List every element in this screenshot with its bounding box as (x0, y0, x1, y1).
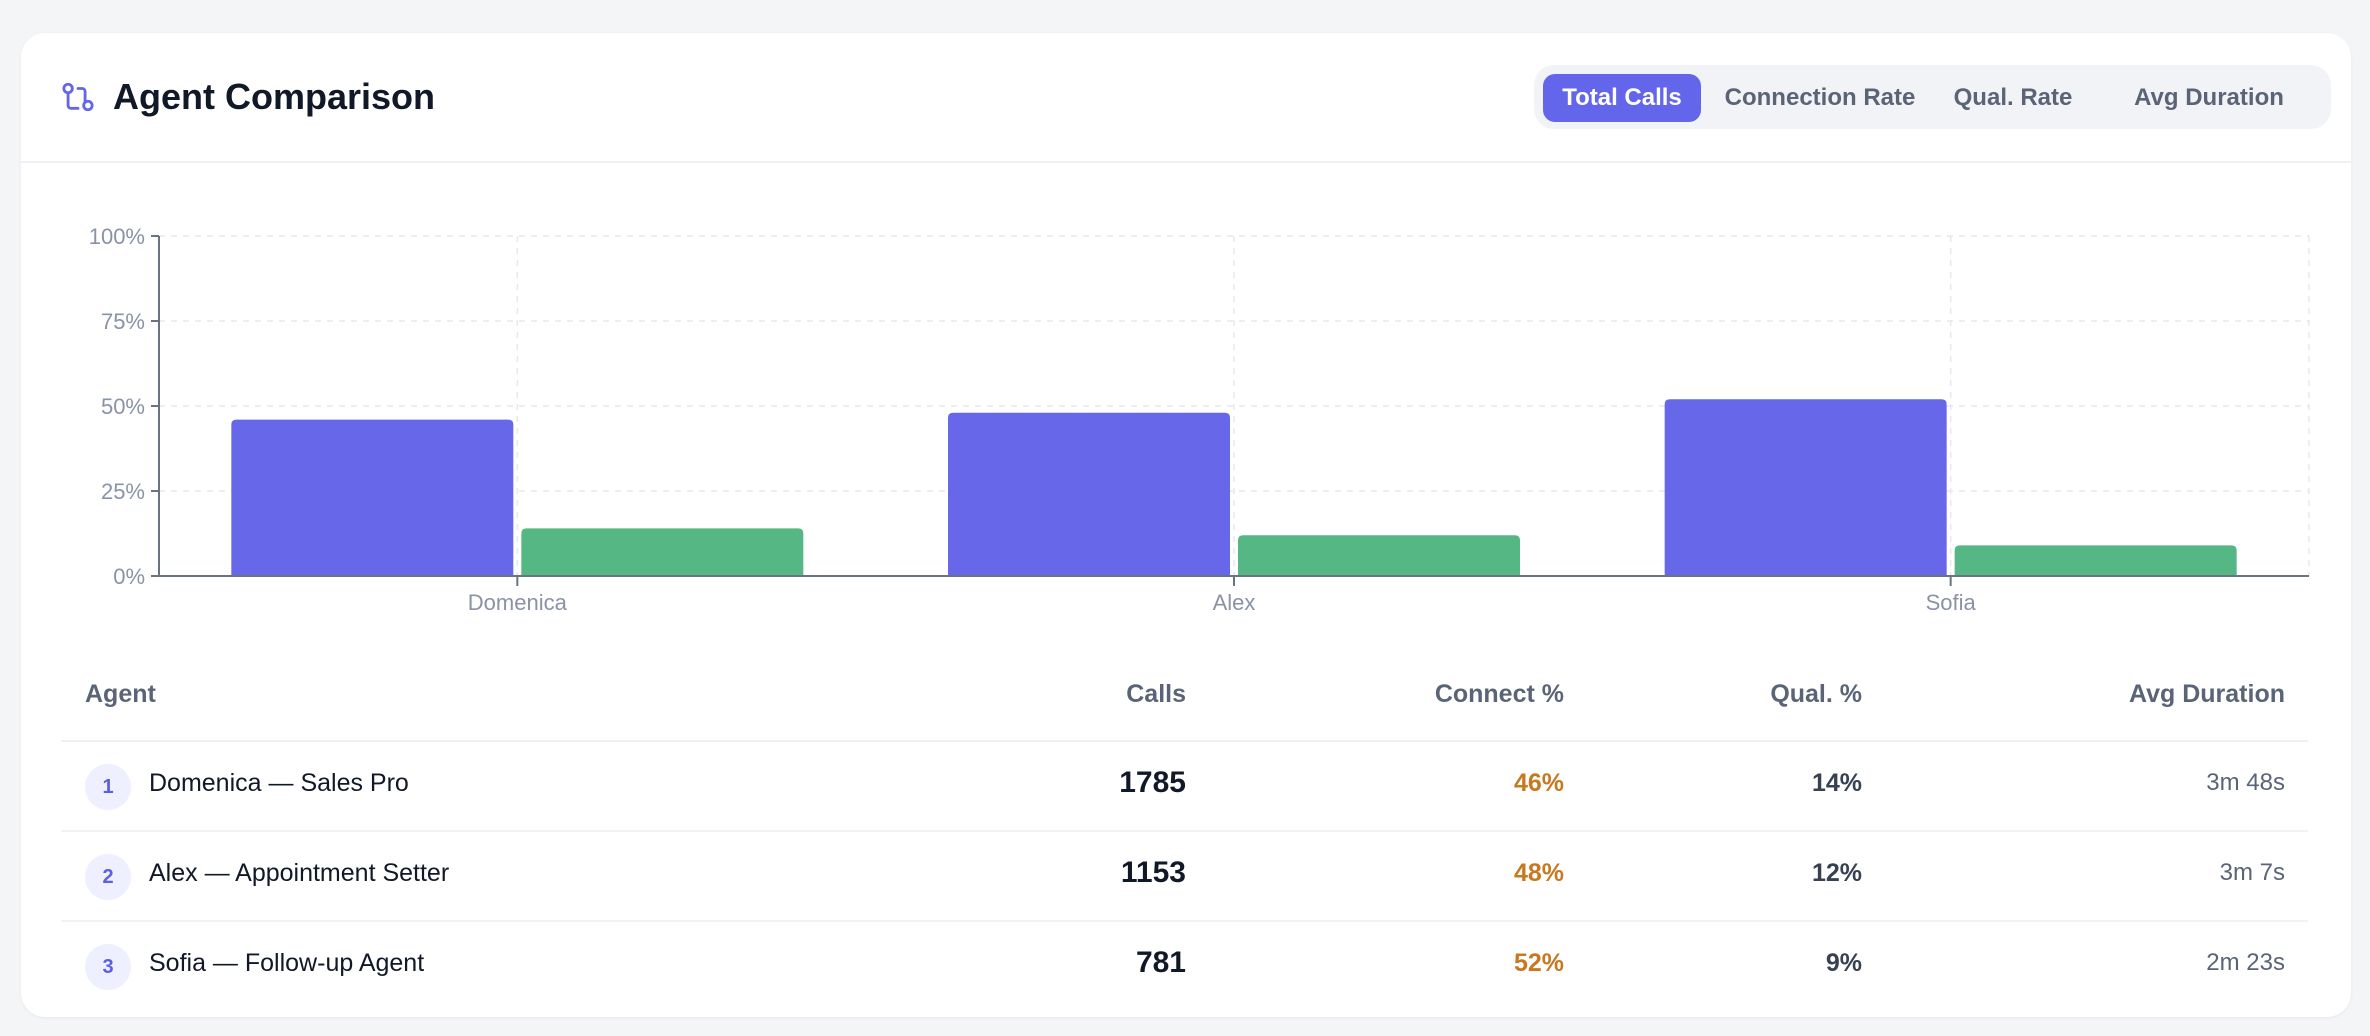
rank-badge: 1 (85, 764, 131, 810)
x-tick-label: Alex (1213, 590, 1256, 615)
git-compare-icon (62, 82, 94, 112)
table-row[interactable]: 1 Domenica — Sales Pro 1785 46% 14% 3m 4… (61, 742, 2308, 832)
column-header-calls: Calls (1126, 680, 1186, 708)
y-tick-label: 100% (89, 224, 145, 249)
bar-sofia-series-2[interactable] (1954, 545, 2237, 576)
qual-rate-value: 14% (1811, 769, 1862, 797)
bar-alex-series-1[interactable] (948, 412, 1230, 576)
column-header-agent: Agent (85, 680, 156, 708)
tab-qual-rate[interactable]: Qual. Rate (1953, 84, 2073, 111)
table-header: Agent Calls Connect % Qual. % Avg Durati… (61, 640, 2308, 742)
connect-rate-value: 48% (1513, 859, 1564, 887)
calls-value: 1785 (1119, 766, 1186, 799)
column-header-avg-duration: Avg Duration (2128, 680, 2285, 708)
x-tick-label: Domenica (468, 590, 568, 615)
agent-name: Domenica — Sales Pro (149, 769, 409, 797)
bar-chart-svg: 0% 25% 50% 75% 100% Domenica Alex Sofia (89, 224, 2310, 615)
rank-badge: 3 (85, 944, 131, 990)
comparison-chart: 0% 25% 50% 75% 100% Domenica Alex Sofia (21, 161, 2351, 621)
agent-name: Alex — Appointment Setter (149, 859, 450, 887)
table-row[interactable]: 2 Alex — Appointment Setter 1153 48% 12%… (61, 832, 2308, 922)
bar-sofia-series-1[interactable] (1664, 399, 1947, 576)
qual-rate-value: 12% (1811, 859, 1862, 887)
metric-tabs: Total Calls Connection Rate Qual. Rate A… (1534, 65, 2331, 129)
bar-domenica-series-2[interactable] (521, 528, 804, 576)
y-tick-label: 0% (113, 564, 145, 589)
card-header: Agent Comparison Total Calls Connection … (21, 33, 2351, 163)
rank-badge: 2 (85, 854, 131, 900)
avg-duration-value: 2m 23s (2206, 949, 2285, 976)
y-tick-label: 50% (101, 394, 145, 419)
connect-rate-value: 46% (1513, 769, 1564, 797)
bar-alex-series-2[interactable] (1238, 535, 1520, 576)
y-tick-label: 25% (101, 479, 145, 504)
column-header-connect: Connect % (1434, 680, 1564, 708)
tab-total-calls[interactable]: Total Calls (1543, 74, 1701, 122)
calls-value: 1153 (1120, 856, 1186, 889)
bar-domenica-series-1[interactable] (231, 419, 514, 576)
agent-comparison-card: Agent Comparison Total Calls Connection … (21, 33, 2351, 1017)
page-title: Agent Comparison (113, 76, 436, 117)
agent-table: Agent Calls Connect % Qual. % Avg Durati… (61, 640, 2308, 1010)
agent-name: Sofia — Follow-up Agent (149, 949, 425, 977)
tab-avg-duration[interactable]: Avg Duration (2134, 84, 2284, 111)
qual-rate-value: 9% (1825, 949, 1862, 977)
column-header-qual: Qual. % (1770, 680, 1862, 708)
y-tick-label: 75% (101, 309, 145, 334)
x-tick-label: Sofia (1926, 590, 1977, 615)
tab-connection-rate[interactable]: Connection Rate (1724, 84, 1916, 111)
connect-rate-value: 52% (1513, 949, 1564, 977)
avg-duration-value: 3m 48s (2206, 769, 2285, 796)
calls-value: 781 (1135, 946, 1186, 979)
table-row[interactable]: 3 Sofia — Follow-up Agent 781 52% 9% 2m … (61, 922, 2308, 1010)
avg-duration-value: 3m 7s (2219, 859, 2285, 886)
